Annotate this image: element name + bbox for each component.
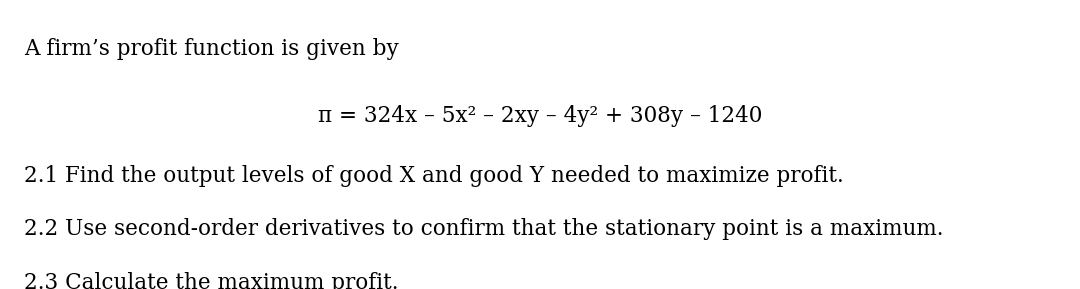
Text: A firm’s profit function is given by: A firm’s profit function is given by [24, 38, 399, 60]
Text: 2.3 Calculate the maximum profit.: 2.3 Calculate the maximum profit. [24, 272, 399, 289]
Text: π = 324x – 5x² – 2xy – 4y² + 308y – 1240: π = 324x – 5x² – 2xy – 4y² + 308y – 1240 [318, 105, 762, 127]
Text: 2.1 Find the output levels of good X and good Y needed to maximize profit.: 2.1 Find the output levels of good X and… [24, 165, 843, 187]
Text: 2.2 Use second-order derivatives to confirm that the stationary point is a maxim: 2.2 Use second-order derivatives to conf… [24, 218, 943, 240]
